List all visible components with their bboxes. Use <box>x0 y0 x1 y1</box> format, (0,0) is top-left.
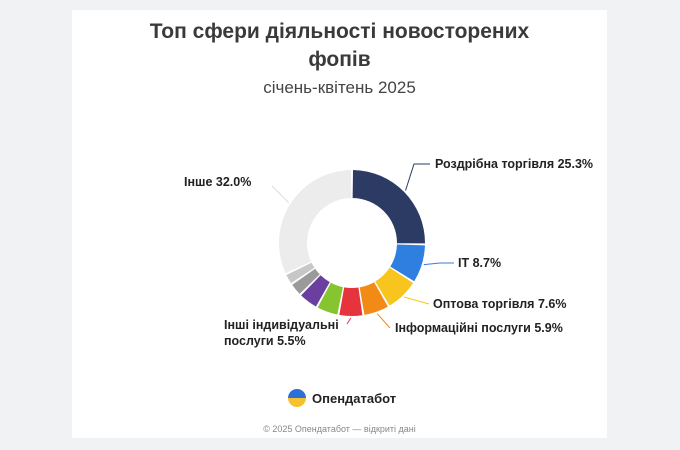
chart-card: Топ сфери діяльності новосторених фопів … <box>72 10 607 438</box>
leader-line-1 <box>423 262 454 266</box>
chart-title-line2: фопів <box>308 48 371 71</box>
footer-note: © 2025 Опендатабот — відкриті дані <box>263 424 416 434</box>
label-other: Інше 32.0% <box>184 175 251 189</box>
chart-title: Топ сфери діяльності новосторених фопів <box>72 18 607 74</box>
donut-slices <box>279 170 425 317</box>
leader-line-4 <box>346 317 352 325</box>
label-it: IT 8.7% <box>458 256 501 270</box>
brand-name: Опендатабот <box>312 390 397 406</box>
leader-line-3 <box>376 313 391 329</box>
donut-slice-3 <box>359 282 388 315</box>
leader-line-9 <box>271 185 290 204</box>
donut-slice-8 <box>286 262 315 284</box>
chart-subtitle: січень-квітень 2025 <box>263 78 416 97</box>
chart-title-line1: Топ сфери діяльності новосторених <box>149 20 530 43</box>
donut-slice-0 <box>352 170 425 244</box>
label-info-services: Інформаційні послуги 5.9% <box>395 321 563 335</box>
donut-slice-2 <box>375 267 414 306</box>
donut-slice-6 <box>301 275 330 307</box>
label-other-services-line1: Інші індивідуальні <box>224 318 339 332</box>
donut-chart: Роздрібна торгівля 25.3% IT 8.7% Оптова … <box>184 157 593 348</box>
label-other-services-line2: послуги 5.5% <box>224 334 306 348</box>
leader-line-0 <box>405 163 430 191</box>
donut-slice-1 <box>390 244 425 282</box>
donut-slice-7 <box>292 268 320 294</box>
leader-line-2 <box>403 296 430 305</box>
donut-slice-4 <box>339 287 363 317</box>
label-wholesale: Оптова торгівля 7.6% <box>433 297 566 311</box>
brand-logo-icon <box>288 389 306 407</box>
leader-lines <box>271 163 454 329</box>
slice-labels: Роздрібна торгівля 25.3% IT 8.7% Оптова … <box>184 157 593 348</box>
donut-slice-9 <box>279 170 352 274</box>
brand-logo: Опендатабот <box>288 387 396 409</box>
donut-slice-5 <box>317 282 343 315</box>
label-retail: Роздрібна торгівля 25.3% <box>435 157 593 171</box>
